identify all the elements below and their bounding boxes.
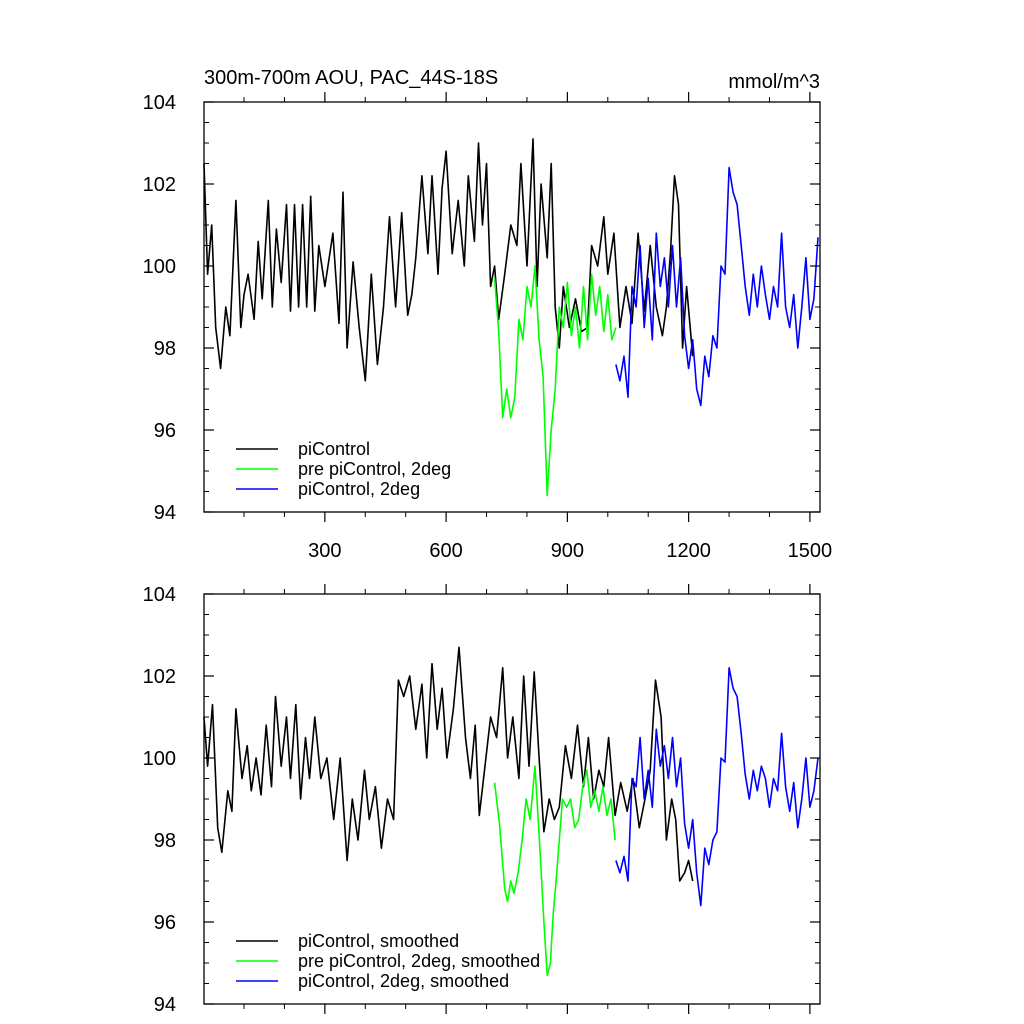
top-chart-title: 300m-700m AOU, PAC_44S-18S [204, 67, 498, 89]
bottom-legend-item: pre piControl, 2deg, smoothed [236, 951, 540, 971]
top-legend-label: piControl [298, 439, 370, 459]
top-y-tick-label: 100 [143, 256, 176, 278]
bottom-axis-tick-labels: 94 96 98 100 102 104 [143, 584, 176, 1016]
top-axis-ticks [204, 92, 820, 522]
top-x-tick-label: 300 [308, 540, 341, 562]
top-x-tick-label: 600 [429, 540, 462, 562]
bottom-legend-label: pre piControl, 2deg, smoothed [298, 951, 540, 971]
top-legend-label: piControl, 2deg [298, 479, 420, 499]
top-y-tick-label: 102 [143, 174, 176, 196]
bottom-y-tick-label: 96 [154, 912, 176, 934]
top-series-line-2 [615, 166, 819, 407]
top-panel: 94 96 98 100 102 104 300 600 900 1200 1500 300m-70… [143, 67, 833, 562]
bottom-plot-frame [203, 593, 821, 1005]
bottom-y-tick-label: 98 [154, 830, 176, 852]
top-plot-frame [203, 101, 821, 513]
top-y-tick-label: 94 [154, 502, 176, 524]
top-legend-item: piControl, 2deg [236, 479, 420, 499]
top-x-tick-label: 900 [551, 540, 584, 562]
bottom-y-tick-label: 100 [143, 748, 176, 770]
top-chart-units: mmol/m^3 [728, 71, 820, 93]
bottom-y-tick-label: 94 [154, 994, 176, 1016]
top-y-tick-label: 96 [154, 420, 176, 442]
bottom-legend-item: piControl, smoothed [236, 931, 459, 951]
bottom-legend-label: piControl, 2deg, smoothed [298, 971, 509, 991]
top-plot-lines [203, 138, 819, 497]
top-legend-item: piControl [236, 439, 370, 459]
bottom-legend-item: piControl, 2deg, smoothed [236, 971, 509, 991]
top-legend-item: pre piControl, 2deg [236, 459, 451, 479]
top-x-tick-label: 1500 [788, 540, 833, 562]
top-y-tick-label: 104 [143, 92, 176, 114]
bottom-series-line-1 [493, 765, 616, 977]
bottom-plot-lines [203, 646, 819, 977]
top-series-line-0 [203, 138, 694, 382]
top-legend-label: pre piControl, 2deg [298, 459, 451, 479]
top-series-line-1 [493, 265, 617, 497]
bottom-series-line-2 [615, 666, 819, 907]
top-x-tick-label: 1200 [666, 540, 711, 562]
bottom-axis-ticks [204, 584, 820, 1014]
bottom-y-tick-label: 104 [143, 584, 176, 606]
top-axis-tick-labels: 94 96 98 100 102 104 300 600 900 1200 1500 [143, 92, 833, 562]
bottom-legend-label: piControl, smoothed [298, 931, 459, 951]
bottom-series-line-0 [203, 646, 694, 882]
bottom-y-tick-label: 102 [143, 666, 176, 688]
top-y-tick-label: 98 [154, 338, 176, 360]
